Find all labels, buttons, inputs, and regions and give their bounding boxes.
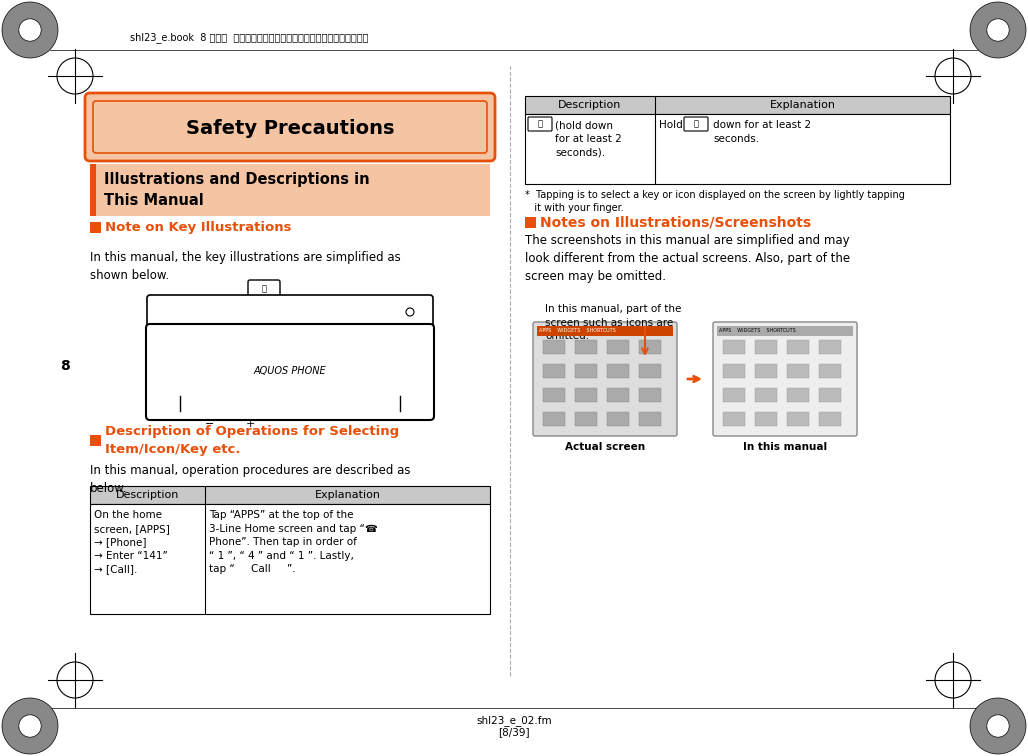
Text: Explanation: Explanation: [770, 100, 836, 110]
Text: shl23_e.book  8 ページ  ２０１３年１１月１２日　火曜日　午後４時４８分: shl23_e.book 8 ページ ２０１３年１１月１２日 火曜日 午後４時４…: [130, 33, 368, 43]
Bar: [723, 412, 745, 426]
Text: −: −: [206, 419, 215, 429]
Text: APPS    WIDGETS    SHORTCUTS: APPS WIDGETS SHORTCUTS: [539, 329, 616, 333]
Bar: [525, 217, 536, 228]
Text: +: +: [246, 419, 255, 429]
Text: In this manual: In this manual: [743, 442, 828, 452]
Text: Description of Operations for Selecting
Item/Icon/Key etc.: Description of Operations for Selecting …: [105, 426, 399, 457]
Text: Safety Precautions: Safety Precautions: [186, 119, 395, 138]
Text: Actual screen: Actual screen: [565, 442, 645, 452]
Text: (hold down
for at least 2
seconds).: (hold down for at least 2 seconds).: [555, 120, 622, 157]
Bar: [819, 412, 841, 426]
Bar: [543, 388, 565, 402]
Text: The screenshots in this manual are simplified and may
look different from the ac: The screenshots in this manual are simpl…: [525, 234, 850, 283]
Bar: [723, 340, 745, 354]
Bar: [90, 504, 490, 614]
Bar: [639, 412, 661, 426]
Bar: [787, 412, 809, 426]
Text: In this manual, part of the
screen such as icons are
omitted.: In this manual, part of the screen such …: [545, 304, 682, 341]
Text: Notes on Illustrations/Screenshots: Notes on Illustrations/Screenshots: [540, 216, 811, 230]
Text: APPS    WIDGETS    SHORTCUTS: APPS WIDGETS SHORTCUTS: [719, 329, 796, 333]
Bar: [543, 340, 565, 354]
Bar: [639, 340, 661, 354]
Bar: [787, 388, 809, 402]
Text: *  Tapping is to select a key or icon displayed on the screen by lightly tapping: * Tapping is to select a key or icon dis…: [525, 190, 905, 213]
Bar: [90, 486, 490, 504]
FancyBboxPatch shape: [528, 117, 552, 131]
Text: ⏻: ⏻: [261, 284, 266, 293]
Text: Illustrations and Descriptions in
This Manual: Illustrations and Descriptions in This M…: [104, 172, 370, 208]
Bar: [787, 364, 809, 378]
Bar: [537, 326, 673, 336]
Circle shape: [987, 715, 1009, 737]
Bar: [819, 364, 841, 378]
Bar: [525, 96, 950, 114]
Circle shape: [970, 2, 1026, 58]
Bar: [607, 340, 629, 354]
Text: Note on Key Illustrations: Note on Key Illustrations: [105, 222, 292, 234]
Text: 8: 8: [60, 359, 70, 373]
FancyBboxPatch shape: [248, 280, 280, 298]
FancyBboxPatch shape: [146, 324, 434, 420]
Bar: [575, 412, 597, 426]
FancyBboxPatch shape: [713, 322, 857, 436]
Bar: [717, 326, 853, 336]
Text: Description: Description: [558, 100, 622, 110]
Bar: [90, 164, 96, 216]
Text: Description: Description: [116, 490, 179, 500]
Bar: [723, 364, 745, 378]
FancyBboxPatch shape: [147, 295, 433, 329]
Bar: [639, 388, 661, 402]
Circle shape: [970, 698, 1026, 754]
Bar: [755, 388, 777, 402]
Bar: [607, 412, 629, 426]
Text: On the home
screen, [APPS]
→ [Phone]
→ Enter “141”
→ [Call].: On the home screen, [APPS] → [Phone] → E…: [94, 510, 170, 575]
Text: ⏻: ⏻: [538, 119, 543, 129]
Bar: [755, 340, 777, 354]
Circle shape: [987, 19, 1009, 41]
Bar: [575, 340, 597, 354]
Bar: [607, 364, 629, 378]
Circle shape: [19, 715, 41, 737]
Text: down for at least 2
seconds.: down for at least 2 seconds.: [713, 120, 811, 144]
Bar: [819, 388, 841, 402]
Circle shape: [19, 19, 41, 41]
Text: ⏻: ⏻: [694, 119, 698, 129]
Bar: [543, 412, 565, 426]
Circle shape: [2, 698, 58, 754]
FancyBboxPatch shape: [684, 117, 708, 131]
Bar: [90, 222, 101, 233]
FancyBboxPatch shape: [90, 164, 490, 216]
Text: Explanation: Explanation: [315, 490, 380, 500]
Bar: [787, 340, 809, 354]
Bar: [525, 114, 950, 184]
Bar: [755, 412, 777, 426]
FancyBboxPatch shape: [85, 93, 495, 161]
Text: In this manual, operation procedures are described as
below.: In this manual, operation procedures are…: [90, 464, 410, 495]
FancyBboxPatch shape: [533, 322, 677, 436]
FancyBboxPatch shape: [93, 101, 487, 153]
Bar: [639, 364, 661, 378]
Bar: [607, 388, 629, 402]
Text: Tap “APPS” at the top of the
3-Line Home screen and tap “☎
Phone”. Then tap in o: Tap “APPS” at the top of the 3-Line Home…: [209, 510, 377, 575]
Text: AQUOS PHONE: AQUOS PHONE: [254, 366, 326, 376]
Bar: [90, 435, 101, 446]
Bar: [575, 364, 597, 378]
Circle shape: [2, 2, 58, 58]
Text: Hold: Hold: [659, 120, 683, 130]
Bar: [575, 388, 597, 402]
Bar: [819, 340, 841, 354]
Bar: [543, 364, 565, 378]
Text: shl23_e_02.fm
[8/39]: shl23_e_02.fm [8/39]: [476, 714, 552, 737]
Text: In this manual, the key illustrations are simplified as
shown below.: In this manual, the key illustrations ar…: [90, 251, 401, 282]
Bar: [723, 388, 745, 402]
Bar: [755, 364, 777, 378]
